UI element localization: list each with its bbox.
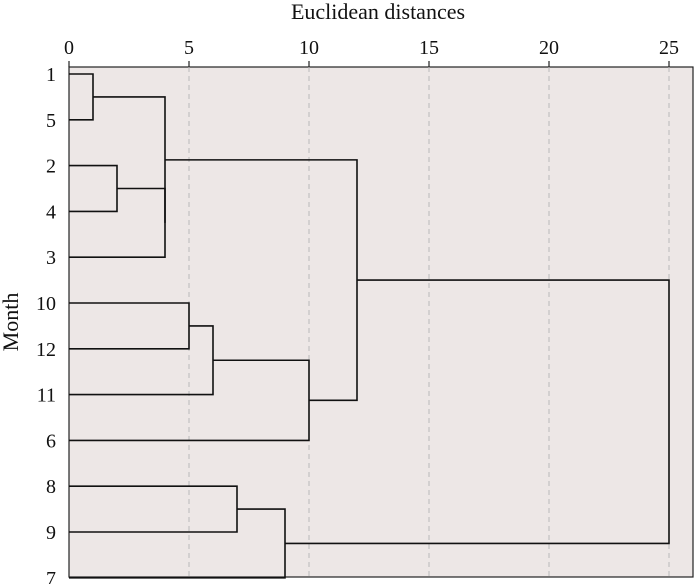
leaf-label: 7 [46, 568, 56, 584]
x-axis-title: Euclidean distances [291, 0, 465, 24]
x-axis-ticks: 0 5 10 15 20 25 [64, 37, 679, 67]
leaf-label: 8 [46, 476, 56, 498]
leaf-label: 12 [36, 339, 56, 361]
x-tick-label: 0 [64, 37, 74, 59]
dendrogram-link [285, 279, 670, 545]
dendrogram-link [93, 96, 166, 223]
x-tick-label: 10 [299, 37, 319, 59]
leaf-label: 10 [36, 293, 56, 315]
leaf-label: 4 [46, 201, 56, 223]
x-tick-label: 5 [184, 37, 194, 59]
x-tick-label: 15 [419, 37, 439, 59]
dendrogram-links [69, 73, 670, 579]
leaf-label: 11 [37, 385, 56, 407]
leaf-label: 1 [46, 64, 56, 86]
leaf-label: 3 [46, 247, 56, 269]
leaf-label: 9 [46, 522, 56, 544]
leaf-labels: 1 5 2 4 3 10 12 11 6 8 9 7 [36, 64, 56, 584]
x-tick-label: 25 [659, 37, 679, 59]
x-tick-label: 20 [539, 37, 559, 59]
leaf-label: 5 [46, 110, 56, 132]
leaf-label: 6 [46, 430, 56, 452]
y-axis-title: Month [0, 293, 23, 352]
leaf-label: 2 [46, 156, 56, 178]
plot-area [68, 66, 694, 578]
